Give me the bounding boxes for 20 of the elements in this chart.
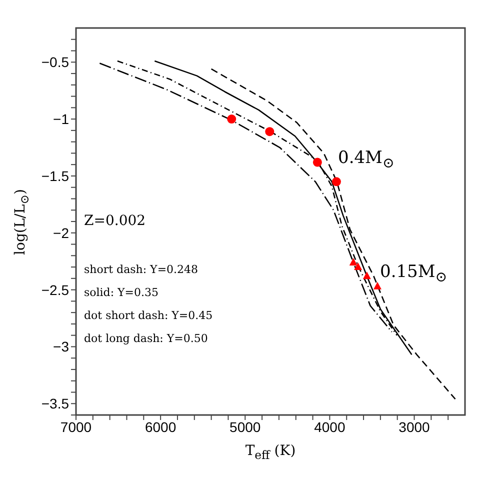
x-tick-label: 5000 bbox=[230, 418, 261, 435]
annotation: 0.4M$_{⊙}$ bbox=[338, 148, 394, 172]
annotation: short dash: Y=0.248 bbox=[84, 263, 198, 276]
y-tick-label: −2 bbox=[53, 224, 70, 241]
y-tick-label: −3 bbox=[53, 338, 70, 355]
y-tick-label: −2.5 bbox=[41, 282, 70, 298]
x-tick-label: 6000 bbox=[144, 418, 176, 435]
annotation: 0.15M$_{⊙}$ bbox=[380, 262, 448, 286]
x-tick-label: 3000 bbox=[398, 418, 430, 435]
annotation: Z=0.002 bbox=[84, 213, 146, 229]
y-tick-label: −0.5 bbox=[41, 54, 70, 70]
y-tick-label: −3.5 bbox=[41, 396, 70, 412]
x-tick-label: 7000 bbox=[60, 418, 92, 435]
annotation: dot short dash: Y=0.45 bbox=[84, 309, 213, 322]
x-axis-title: T$_{eff}$ (K) bbox=[245, 443, 296, 462]
y-tick-label: −1 bbox=[53, 111, 70, 128]
x-tick-label: 4000 bbox=[314, 418, 346, 435]
y-tick-label: −1.5 bbox=[41, 168, 70, 184]
annotation: solid: Y=0.35 bbox=[84, 286, 159, 299]
annotation: dot long dash: Y=0.50 bbox=[84, 332, 208, 345]
